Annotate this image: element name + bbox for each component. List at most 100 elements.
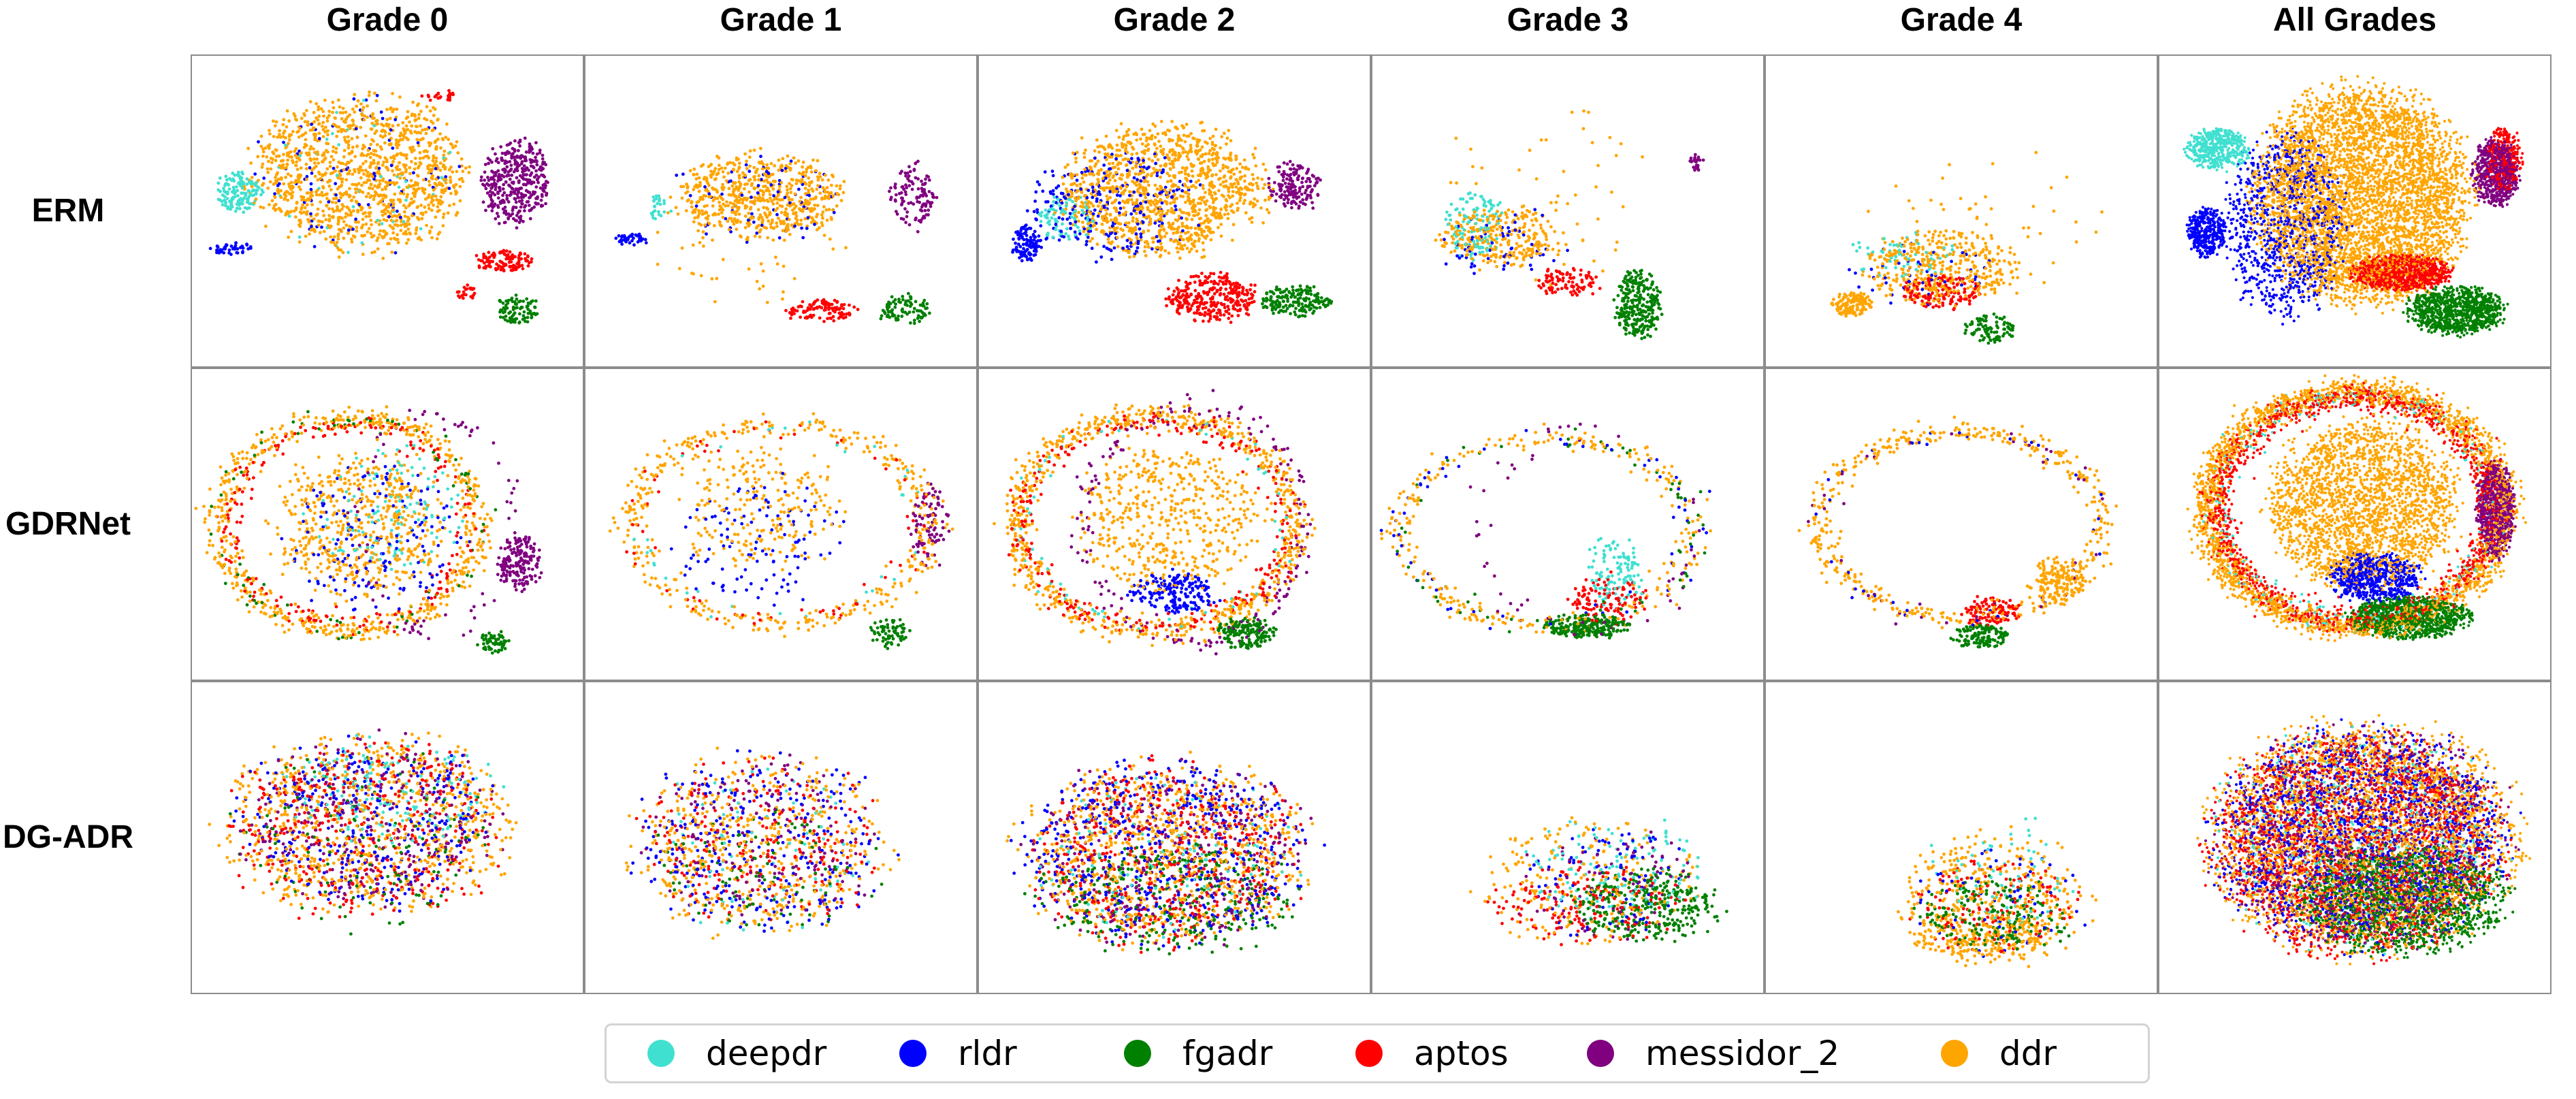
point-fgadr bbox=[1286, 297, 1289, 301]
point-ddr bbox=[687, 198, 690, 202]
point-aptos bbox=[1209, 280, 1213, 283]
point-aptos bbox=[805, 315, 809, 319]
point-ddr bbox=[329, 172, 333, 176]
point-ddr bbox=[692, 272, 695, 276]
point-ddr bbox=[331, 149, 335, 153]
point-ddr bbox=[396, 173, 400, 176]
point-fgadr bbox=[907, 310, 912, 314]
point-rldr bbox=[215, 251, 219, 255]
point-messidor_2 bbox=[489, 182, 494, 187]
point-ddr bbox=[1105, 170, 1109, 174]
point-ddr bbox=[297, 185, 301, 189]
point-ddr bbox=[752, 148, 756, 153]
point-ddr bbox=[1180, 146, 1185, 150]
point-ddr bbox=[809, 221, 814, 225]
point-ddr bbox=[818, 191, 822, 195]
point-ddr bbox=[455, 210, 460, 214]
point-ddr bbox=[444, 136, 448, 140]
point-ddr bbox=[1111, 190, 1115, 194]
point-ddr bbox=[339, 177, 343, 181]
point-deepdr bbox=[1069, 215, 1074, 219]
point-ddr bbox=[260, 165, 264, 169]
point-ddr bbox=[762, 185, 765, 189]
point-ddr bbox=[361, 162, 365, 165]
point-rldr bbox=[1065, 217, 1069, 221]
point-ddr bbox=[807, 207, 811, 210]
point-messidor_2 bbox=[508, 177, 512, 181]
point-ddr bbox=[1159, 175, 1162, 179]
point-ddr bbox=[697, 209, 701, 212]
point-ddr bbox=[1149, 203, 1153, 207]
point-ddr bbox=[416, 166, 420, 170]
scatter-plot bbox=[614, 146, 939, 325]
point-ddr bbox=[338, 105, 342, 109]
point-ddr bbox=[415, 228, 418, 232]
point-fgadr bbox=[503, 318, 507, 321]
point-ddr bbox=[455, 191, 459, 195]
point-ddr bbox=[786, 203, 790, 207]
point-aptos bbox=[504, 249, 509, 253]
point-ddr bbox=[776, 193, 780, 197]
point-ddr bbox=[767, 200, 770, 204]
point-ddr bbox=[295, 160, 299, 164]
point-messidor_2 bbox=[546, 180, 549, 185]
point-ddr bbox=[294, 163, 297, 168]
point-messidor_2 bbox=[928, 200, 931, 204]
point-ddr bbox=[331, 110, 334, 114]
point-rldr bbox=[334, 193, 338, 197]
point-ddr bbox=[1206, 167, 1210, 171]
point-ddr bbox=[1193, 137, 1196, 140]
point-ddr bbox=[775, 262, 779, 266]
point-ddr bbox=[735, 209, 739, 213]
point-messidor_2 bbox=[523, 159, 527, 163]
point-rldr bbox=[1112, 246, 1116, 250]
point-messidor_2 bbox=[1310, 201, 1314, 204]
point-ddr bbox=[820, 178, 824, 182]
point-ddr bbox=[753, 175, 756, 178]
point-ddr bbox=[327, 185, 332, 188]
point-ddr bbox=[1154, 212, 1158, 216]
point-ddr bbox=[1141, 189, 1145, 192]
point-ddr bbox=[1263, 168, 1268, 172]
point-messidor_2 bbox=[533, 159, 537, 163]
point-ddr bbox=[1170, 159, 1174, 163]
point-ddr bbox=[1219, 182, 1223, 187]
point-deepdr bbox=[1065, 227, 1069, 231]
point-rldr bbox=[399, 215, 402, 219]
point-ddr bbox=[1102, 189, 1106, 192]
point-ddr bbox=[285, 154, 289, 158]
point-rldr bbox=[1085, 195, 1089, 200]
point-rldr bbox=[764, 170, 769, 174]
point-ddr bbox=[782, 264, 786, 268]
point-ddr bbox=[720, 166, 724, 170]
point-ddr bbox=[342, 226, 346, 230]
point-fgadr bbox=[1274, 300, 1278, 304]
point-fgadr bbox=[900, 315, 904, 318]
point-ddr bbox=[410, 160, 413, 163]
point-rldr bbox=[1050, 170, 1054, 173]
point-messidor_2 bbox=[523, 136, 527, 140]
point-ddr bbox=[1140, 127, 1144, 131]
point-fgadr bbox=[498, 315, 502, 319]
point-messidor_2 bbox=[1298, 189, 1302, 193]
point-ddr bbox=[294, 215, 297, 219]
point-ddr bbox=[730, 206, 735, 210]
point-ddr bbox=[1095, 227, 1098, 232]
point-ddr bbox=[821, 216, 824, 220]
point-rldr bbox=[832, 210, 836, 214]
point-messidor_2 bbox=[518, 174, 522, 178]
point-deepdr bbox=[245, 182, 249, 186]
point-messidor_2 bbox=[912, 202, 916, 206]
point-ddr bbox=[410, 197, 413, 201]
point-ddr bbox=[321, 160, 325, 164]
point-ddr bbox=[274, 176, 278, 179]
point-aptos bbox=[465, 287, 469, 291]
point-rldr bbox=[273, 192, 276, 195]
point-ddr bbox=[420, 217, 424, 221]
point-messidor_2 bbox=[496, 179, 500, 183]
point-messidor_2 bbox=[489, 177, 494, 181]
point-ddr bbox=[715, 189, 719, 193]
point-ddr bbox=[418, 161, 422, 165]
point-ddr bbox=[721, 170, 725, 174]
point-rldr bbox=[364, 98, 368, 102]
